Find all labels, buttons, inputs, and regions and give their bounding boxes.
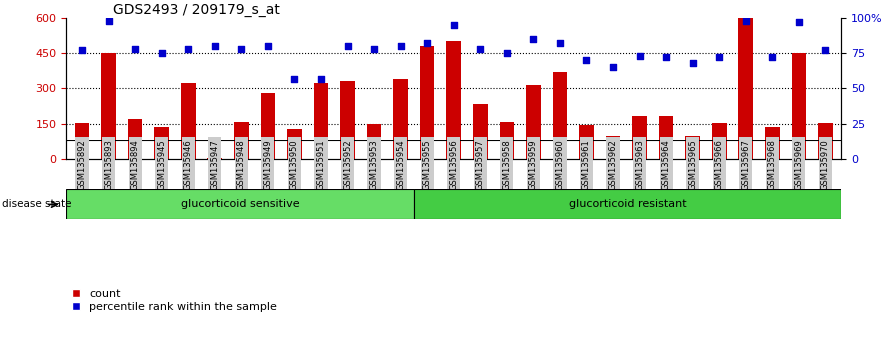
Bar (287, 129, 301, 159)
Bar (473, 104, 487, 159)
Bar (633, 116, 647, 159)
Text: GSM135955: GSM135955 (423, 139, 432, 190)
Bar (791, 53, 806, 159)
Text: GSM135969: GSM135969 (795, 139, 803, 190)
Text: GSM135956: GSM135956 (449, 139, 458, 190)
Bar (500, 121, 515, 159)
Point (154, 50, 168, 56)
Point (792, 19, 806, 25)
Bar (181, 82, 196, 159)
Text: GSM135954: GSM135954 (396, 139, 405, 190)
Text: GSM135951: GSM135951 (316, 139, 325, 190)
Text: GSM135893: GSM135893 (104, 139, 113, 190)
Bar (552, 72, 567, 159)
Bar (234, 121, 248, 159)
Bar (366, 124, 381, 159)
Point (633, 53, 647, 59)
Bar (712, 123, 727, 159)
Text: GSM135946: GSM135946 (184, 139, 193, 190)
Point (526, 36, 540, 42)
Point (659, 55, 673, 60)
Point (500, 50, 514, 56)
Text: disease state: disease state (2, 199, 71, 210)
Legend: count, percentile rank within the sample: count, percentile rank within the sample (71, 289, 278, 312)
Text: glucorticoid resistant: glucorticoid resistant (568, 199, 686, 210)
Bar (128, 119, 143, 159)
Point (367, 46, 381, 52)
Text: GSM135966: GSM135966 (714, 139, 723, 190)
Bar (526, 85, 541, 159)
Bar (420, 46, 434, 159)
Point (128, 46, 142, 52)
Point (766, 55, 780, 60)
Point (818, 47, 833, 53)
Bar (738, 18, 753, 159)
Text: GSM135948: GSM135948 (237, 139, 246, 190)
Bar (579, 125, 594, 159)
Text: GSM135953: GSM135953 (369, 139, 379, 190)
Point (712, 55, 726, 60)
Text: GSM135961: GSM135961 (582, 139, 591, 190)
Text: GSM135892: GSM135892 (78, 139, 86, 190)
Bar (413, 189, 841, 219)
Bar (314, 82, 329, 159)
Bar (685, 136, 700, 159)
Bar (261, 93, 275, 159)
Bar (340, 81, 355, 159)
Text: GSM135960: GSM135960 (555, 139, 565, 190)
Point (340, 43, 354, 49)
Text: GSM135958: GSM135958 (502, 139, 511, 190)
Text: GSM135964: GSM135964 (662, 139, 670, 190)
Text: GSM135965: GSM135965 (688, 139, 697, 190)
Point (553, 40, 567, 46)
Point (287, 76, 301, 81)
Point (181, 46, 196, 52)
Point (739, 18, 753, 23)
Text: GSM135947: GSM135947 (211, 139, 219, 190)
Point (447, 22, 461, 28)
Bar (818, 123, 833, 159)
Point (473, 46, 487, 52)
Text: GSM135970: GSM135970 (821, 139, 830, 190)
Bar (101, 53, 116, 159)
Text: GSM135959: GSM135959 (529, 139, 538, 190)
Point (420, 40, 434, 46)
Bar (75, 123, 89, 159)
Text: GDS2493 / 209179_s_at: GDS2493 / 209179_s_at (113, 3, 279, 17)
Text: GSM135945: GSM135945 (157, 139, 167, 190)
Point (314, 76, 328, 81)
Point (685, 60, 700, 66)
Point (580, 57, 594, 63)
Text: GSM135963: GSM135963 (635, 139, 644, 190)
Bar (606, 136, 620, 159)
Text: GSM135950: GSM135950 (290, 139, 299, 190)
Bar (447, 41, 461, 159)
Point (606, 64, 620, 70)
Point (75, 47, 89, 53)
Text: GSM135952: GSM135952 (343, 139, 352, 190)
Point (101, 18, 115, 23)
Bar (207, 158, 222, 159)
Text: GSM135957: GSM135957 (476, 139, 485, 190)
Text: GSM135962: GSM135962 (609, 139, 618, 190)
Bar (765, 127, 780, 159)
Point (208, 43, 222, 49)
Bar (659, 116, 673, 159)
Text: GSM135949: GSM135949 (263, 139, 272, 190)
Point (394, 43, 408, 49)
Point (234, 46, 248, 52)
Bar (154, 127, 169, 159)
Bar (66, 189, 413, 219)
Text: glucorticoid sensitive: glucorticoid sensitive (181, 199, 300, 210)
Text: GSM135967: GSM135967 (741, 139, 751, 190)
Bar (393, 79, 408, 159)
Text: GSM135968: GSM135968 (768, 139, 777, 190)
Text: GSM135894: GSM135894 (130, 139, 139, 190)
Point (261, 43, 275, 49)
